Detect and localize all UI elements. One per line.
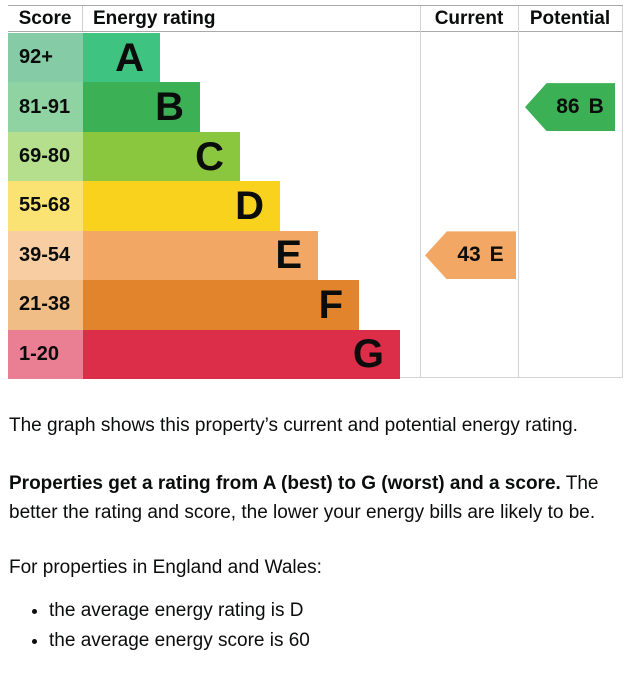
band-row-g: 1-20 G (8, 329, 420, 379)
epc-rating-chart: Score Energy rating Current Potential 92… (8, 5, 623, 379)
band-score-range-e: 39-54 (8, 230, 83, 281)
potential-score: 86 (556, 95, 580, 119)
current-rating-arrow: 43 E (425, 231, 516, 280)
rating-explanation-text: Properties get a rating from A (best) to… (9, 469, 621, 527)
band-score-range-b: 81-91 (8, 82, 83, 132)
chart-right-border (622, 6, 623, 378)
rating-bands: 92+ A 81-91 B 69-80 C 55-68 D 39-54 E 21-38 F 1-20 G (8, 33, 420, 379)
header-score: Score (8, 6, 83, 31)
average-stats-list: the average energy rating is Dthe averag… (9, 596, 621, 656)
band-bar-c: C (83, 131, 240, 182)
rating-explanation-rest: The better the rating and score, the low… (9, 473, 599, 523)
band-row-c: 69-80 C (8, 131, 420, 182)
band-row-d: 55-68 D (8, 181, 420, 231)
current-score: 43 (457, 243, 481, 267)
band-score-range-a: 92+ (8, 33, 83, 83)
graph-summary-text: The graph shows this property’s current … (9, 415, 578, 436)
chart-header: Score Energy rating Current Potential (8, 6, 623, 32)
average-stat-item-2: the average energy score is 60 (49, 626, 621, 656)
potential-rating-arrow: 86 B (525, 83, 615, 132)
column-divider-current (420, 6, 421, 378)
band-row-e: 39-54 E (8, 230, 420, 281)
rating-explanation-bold: Properties get a rating from A (best) to… (9, 473, 561, 494)
band-bar-d: D (83, 181, 280, 231)
band-bar-f: F (83, 280, 359, 330)
band-row-f: 21-38 F (8, 280, 420, 330)
band-bar-a: A (83, 33, 160, 83)
band-score-range-f: 21-38 (8, 280, 83, 330)
band-row-a: 92+ A (8, 33, 420, 83)
band-score-range-g: 1-20 (8, 329, 83, 379)
column-divider-potential (518, 6, 519, 378)
england-wales-intro-text: For properties in England and Wales: (9, 557, 322, 578)
average-stat-item-1: the average energy rating is D (49, 596, 621, 626)
potential-band: B (588, 95, 604, 119)
header-energy-rating: Energy rating (93, 7, 216, 29)
header-current: Current (434, 7, 504, 29)
band-bar-g: G (83, 329, 400, 379)
band-row-b: 81-91 B (8, 82, 420, 132)
band-bar-e: E (83, 230, 318, 281)
current-band: E (489, 243, 504, 267)
header-potential: Potential (529, 7, 611, 29)
band-score-range-c: 69-80 (8, 131, 83, 182)
description-text: The graph shows this property’s current … (9, 410, 621, 656)
band-bar-b: B (83, 82, 200, 132)
band-score-range-d: 55-68 (8, 181, 83, 231)
